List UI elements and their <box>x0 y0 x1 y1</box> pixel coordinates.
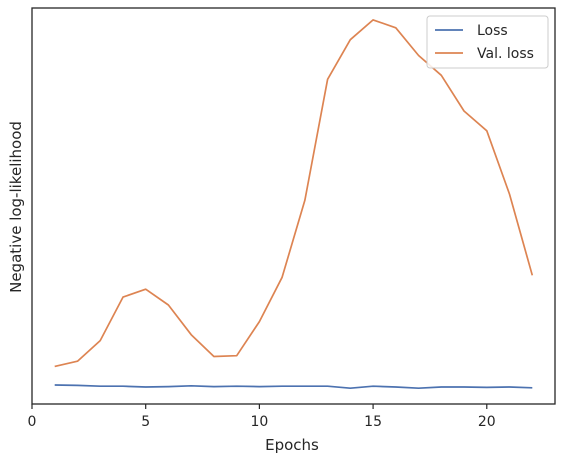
series-line-loss <box>54 384 533 390</box>
legend: Loss Val. loss <box>426 15 549 69</box>
legend-label-val-loss: Val. loss <box>477 46 534 62</box>
x-tick-label: 5 <box>141 414 150 430</box>
x-axis-ticks: 0 5 10 15 20 <box>28 404 496 430</box>
x-tick-label: 0 <box>28 414 37 430</box>
y-axis-label: Negative log-likelihood <box>7 121 25 293</box>
x-tick-label: 15 <box>364 414 382 430</box>
axes-frame <box>31 7 556 405</box>
plot-area <box>54 19 534 390</box>
x-tick-label: 20 <box>478 414 496 430</box>
x-tick-label: 10 <box>250 414 268 430</box>
series-line-val-loss <box>54 19 534 368</box>
x-axis-label: Epochs <box>265 436 319 454</box>
legend-frame <box>426 15 549 69</box>
legend-label-loss: Loss <box>477 23 508 39</box>
